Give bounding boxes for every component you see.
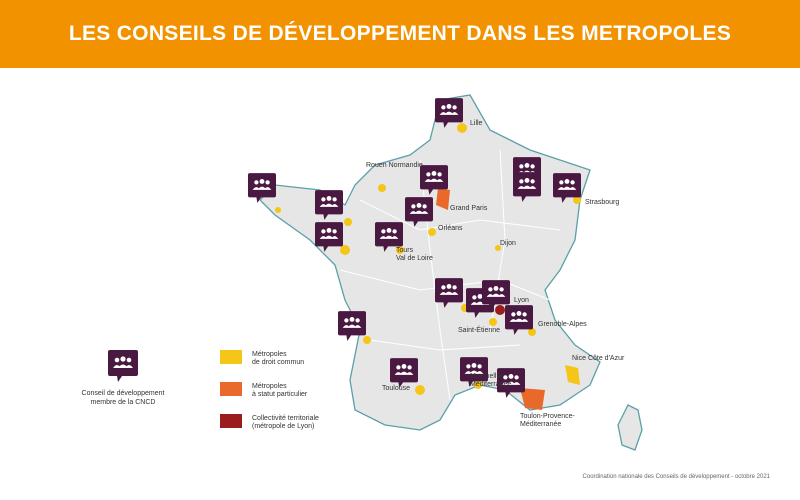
france-outline <box>259 94 601 431</box>
legend-swatch <box>220 350 242 364</box>
city-label: Rouen Normandie <box>366 162 423 169</box>
city-label-line: Lyon <box>514 297 529 304</box>
legend-item-label: Métropoles de droit commun <box>252 351 304 366</box>
city-label-line: Saint-Étienne <box>458 325 500 334</box>
legend-line: membre de la CNCD <box>91 399 156 406</box>
legend-line: Métropoles <box>252 351 287 358</box>
legend-line: Conseil de développement <box>82 390 165 397</box>
metro-areas <box>275 123 581 410</box>
city-label-line: Strasbourg <box>585 199 619 206</box>
legend-item-label: Métropoles à statut particulier <box>252 383 308 398</box>
city-label: Lyon <box>514 297 529 304</box>
city-label-line: Val de Loire <box>396 255 433 262</box>
legend-icon-label: Conseil de développement membre de la CNC… <box>82 390 165 406</box>
legend-line: de droit commun <box>252 359 304 366</box>
city-label: Montpellier Méditerranée <box>470 373 511 388</box>
city-label: Lille <box>470 120 483 127</box>
map: Lille Rouen Normandie Grand Paris Strasbour… <box>82 94 771 480</box>
city-label-line: Rouen Normandie <box>366 162 423 169</box>
legend: Conseil de développement membre de la CNC… <box>82 350 319 430</box>
city-label: Saint-Étienne <box>458 325 500 334</box>
city-label: Tours Val de Loire <box>396 247 433 262</box>
legend-item-label: Collectivité territoriale (métropole de L… <box>252 415 319 430</box>
city-label-line: Grand Paris <box>450 205 488 212</box>
legend-swatch <box>220 414 242 428</box>
city-label: Dijon <box>500 240 516 247</box>
city-label-line: Nice Côte d'Azur <box>572 355 625 362</box>
city-label: Strasbourg <box>585 199 619 206</box>
city-label: Grenoble-Alpes <box>538 321 587 328</box>
corsica <box>617 404 643 451</box>
footer: Coordination nationale des Conseils de d… <box>583 474 771 480</box>
city-label: Grand Paris <box>450 205 488 212</box>
city-label-line: Montpellier <box>470 373 505 380</box>
city-label-line: Méditerranée <box>470 381 511 388</box>
legend-line: (métropole de Lyon) <box>252 423 314 430</box>
legend-icon <box>108 350 138 382</box>
city-label-line: Grenoble-Alpes <box>538 321 587 328</box>
city-label-line: Tours <box>396 247 414 254</box>
city-label: Toulouse <box>382 385 410 392</box>
city-label-line: Toulon-Provence- <box>520 413 576 420</box>
legend-swatch <box>220 382 242 396</box>
city-label-line: Dijon <box>500 240 516 247</box>
city-labels: Lille Rouen Normandie Grand Paris Strasbour… <box>366 120 625 428</box>
legend-line: à statut particulier <box>252 391 308 398</box>
legend-line: Collectivité territoriale <box>252 415 319 422</box>
legend-line: Métropoles <box>252 383 287 390</box>
city-label-line: Méditerranée <box>520 421 561 428</box>
city-label-line: Orléans <box>438 225 463 232</box>
city-label-line: Toulouse <box>382 385 410 392</box>
city-label: Toulon-Provence-Méditerranée <box>520 413 576 428</box>
header-title: LES CONSEILS DE DÉVELOPPEMENT DANS LES M… <box>0 0 800 68</box>
city-label: Nice Côte d'Azur <box>572 355 625 362</box>
city-label: Orléans <box>438 225 463 232</box>
city-label-line: Lille <box>470 120 483 127</box>
